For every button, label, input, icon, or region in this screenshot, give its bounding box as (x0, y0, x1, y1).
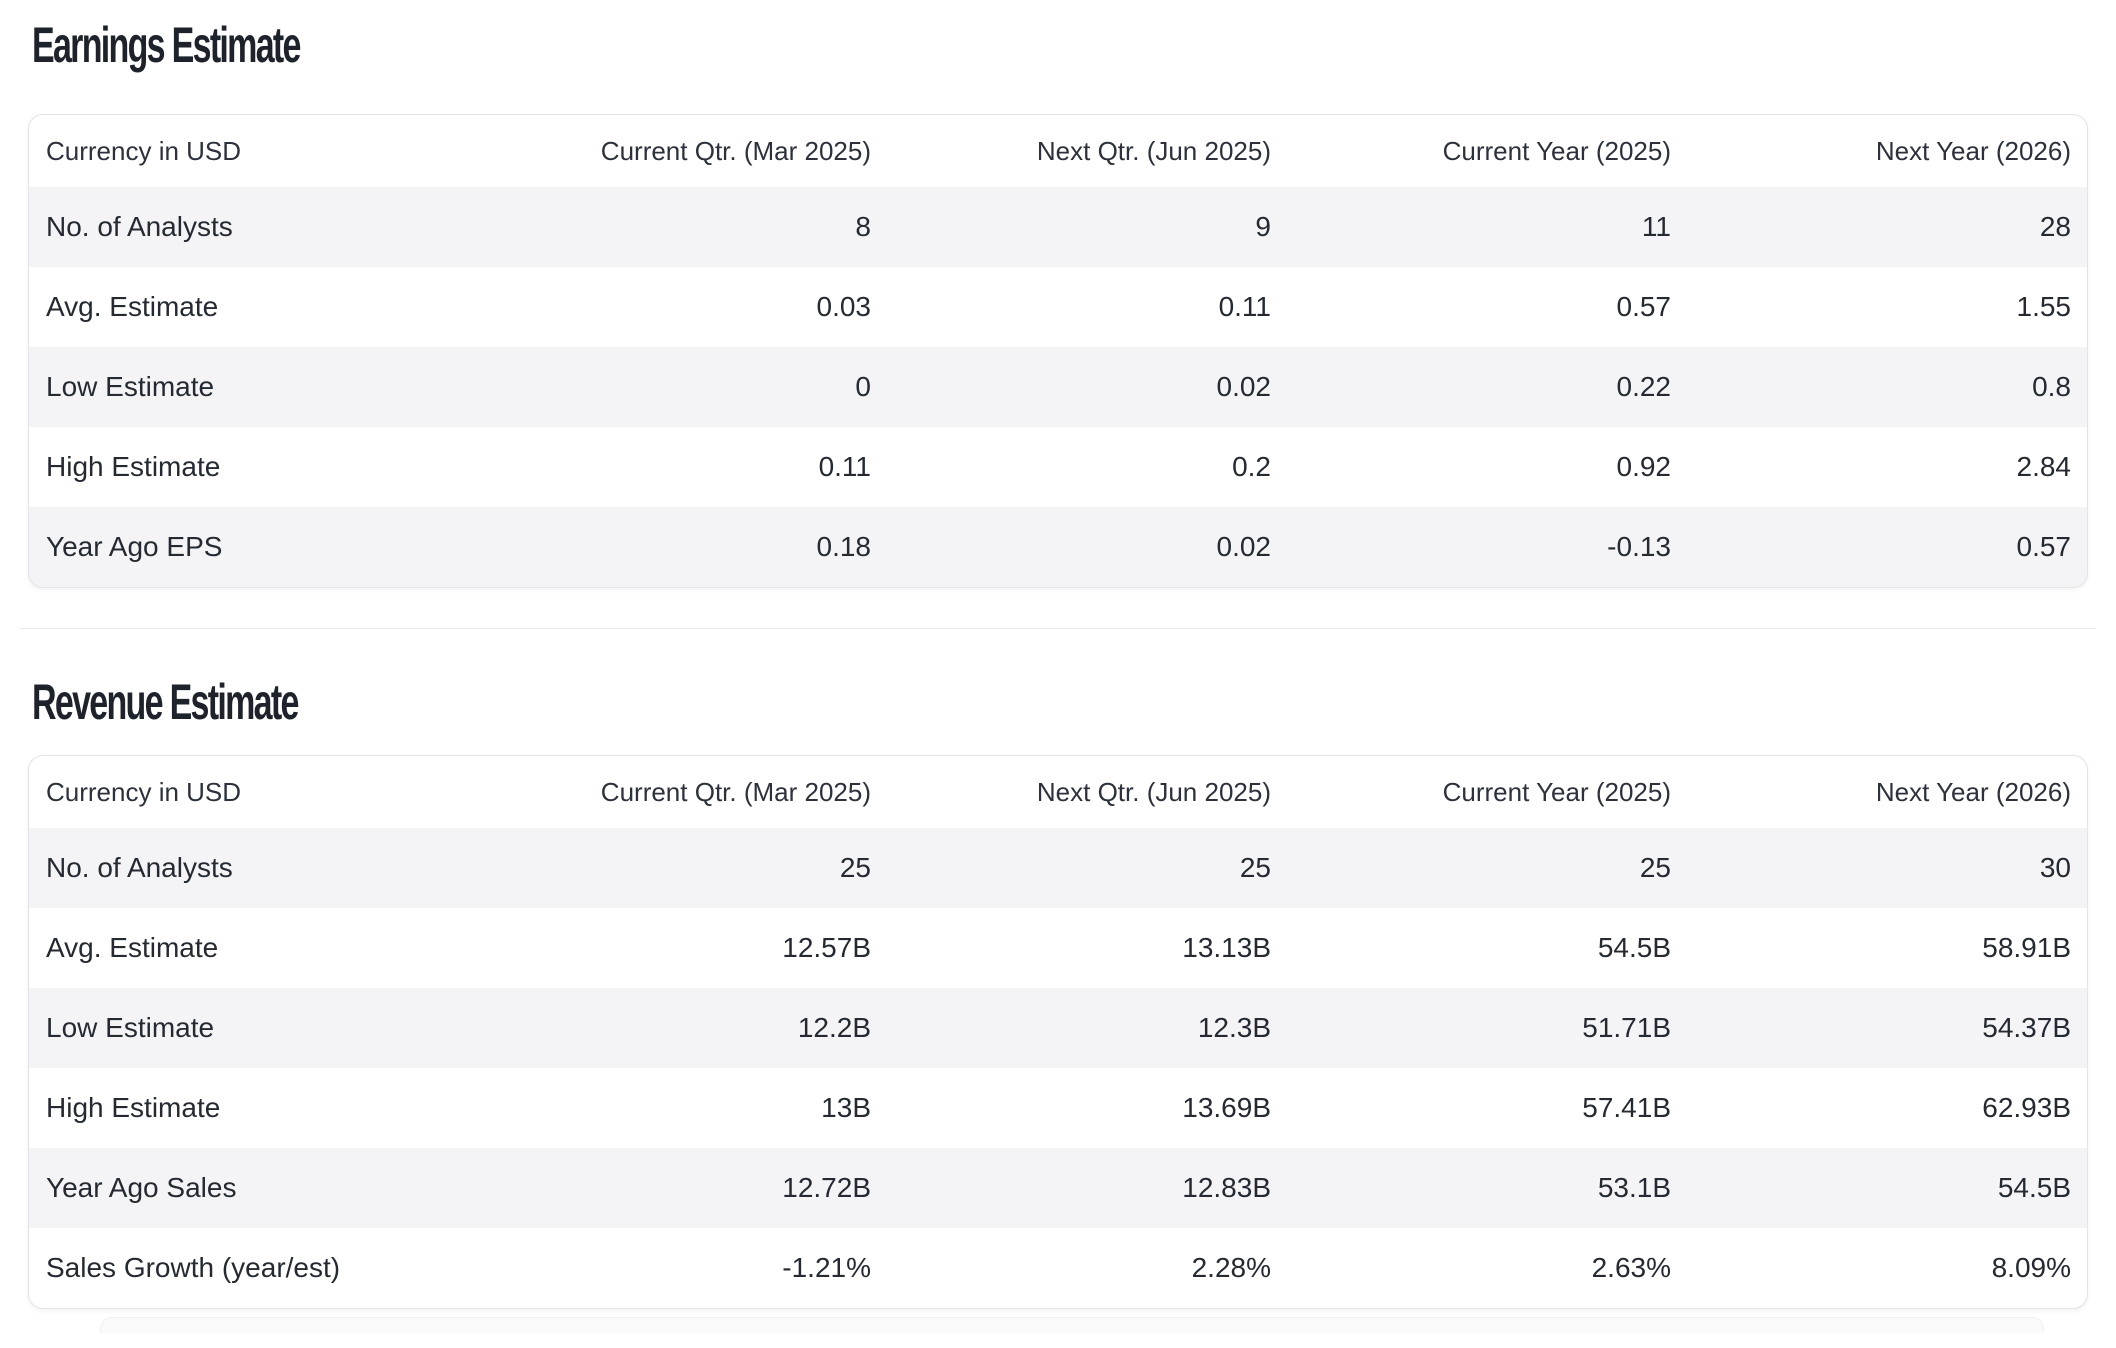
earnings-estimate-title: Earnings Estimate (32, 17, 301, 73)
table-header-row: Currency in USD Current Qtr. (Mar 2025) … (29, 115, 2087, 187)
cell-value: 13.69B (1182, 1092, 1271, 1123)
cell-value: 1.55 (2016, 291, 2072, 322)
earnings-estimate-section: Earnings Estimate Currency in USD Curren… (28, 16, 2088, 588)
column-header-current-year: Current Year (2025) (1442, 776, 1671, 807)
cell-value: 0.18 (816, 531, 872, 562)
cell-value: 11 (1641, 211, 1671, 242)
column-header-current-qtr: Current Qtr. (Mar 2025) (600, 135, 871, 166)
cell-value: 8 (855, 211, 871, 242)
cell-value: 53.1B (1597, 1172, 1671, 1203)
cell-value: 12.2B (797, 1012, 871, 1043)
analysis-page: Earnings Estimate Currency in USD Curren… (0, 16, 2116, 1333)
cell-value: 28 (2039, 211, 2071, 242)
cell-value: 0.8 (2032, 371, 2071, 402)
cell-value: 0.11 (1218, 291, 1271, 322)
earnings-estimate-table: Currency in USD Current Qtr. (Mar 2025) … (29, 115, 2087, 587)
cell-value: 0.11 (818, 451, 871, 482)
row-label: Year Ago Sales (46, 1172, 237, 1203)
cell-value: 12.3B (1197, 1012, 1271, 1043)
section-divider (20, 628, 2096, 629)
table-row: No. of Analysts 25 25 25 30 (29, 828, 2087, 908)
column-header-next-year: Next Year (2026) (1875, 776, 2071, 807)
row-label: Low Estimate (46, 371, 215, 402)
cell-value: 25 (1639, 852, 1671, 883)
revenue-estimate-table: Currency in USD Current Qtr. (Mar 2025) … (29, 756, 2087, 1308)
cell-value: 13B (821, 1092, 871, 1123)
table-row: Avg. Estimate 12.57B 13.13B 54.5B 58.91B (29, 908, 2087, 988)
table-row: High Estimate 0.11 0.2 0.92 2.84 (29, 427, 2087, 507)
cell-value: 0.92 (1616, 451, 1672, 482)
column-header-currency: Currency in USD (46, 776, 242, 807)
cell-value: 12.57B (782, 932, 871, 963)
table-row: Year Ago EPS 0.18 0.02 -0.13 0.57 (29, 507, 2087, 587)
table-row: Low Estimate 12.2B 12.3B 51.71B 54.37B (29, 988, 2087, 1068)
cell-value: -1.21% (782, 1252, 871, 1283)
cell-value: 0.02 (1216, 371, 1272, 402)
cell-value: 0.2 (1232, 451, 1271, 482)
row-label: Sales Growth (year/est) (46, 1252, 341, 1283)
cell-value: 2.28% (1191, 1252, 1271, 1283)
table-row: High Estimate 13B 13.69B 57.41B 62.93B (29, 1068, 2087, 1148)
table-row: Low Estimate 0 0.02 0.22 0.8 (29, 347, 2087, 427)
cell-value: 57.41B (1582, 1092, 1671, 1123)
column-header-next-qtr: Next Qtr. (Jun 2025) (1036, 135, 1271, 166)
cell-value: 54.37B (1982, 1012, 2071, 1043)
cell-value: 30 (2039, 852, 2071, 883)
cell-value: 0.22 (1616, 371, 1672, 402)
revenue-estimate-section: Revenue Estimate Currency in USD Current… (28, 673, 2088, 1309)
cell-value: 8.09% (1991, 1252, 2071, 1283)
revenue-estimate-card: Currency in USD Current Qtr. (Mar 2025) … (28, 755, 2088, 1309)
row-label: No. of Analysts (46, 211, 233, 242)
row-label: Avg. Estimate (46, 291, 219, 322)
row-label: No. of Analysts (46, 852, 233, 883)
cell-value: 0 (855, 371, 871, 402)
table-row: Sales Growth (year/est) -1.21% 2.28% 2.6… (29, 1228, 2087, 1308)
cell-value: 2.84 (2016, 451, 2072, 482)
cell-value: 51.71B (1582, 1012, 1671, 1043)
cell-value: 12.72B (782, 1172, 871, 1203)
column-header-next-qtr: Next Qtr. (Jun 2025) (1036, 776, 1271, 807)
cell-value: 25 (839, 852, 871, 883)
table-header-row: Currency in USD Current Qtr. (Mar 2025) … (29, 756, 2087, 828)
cell-value: 0.57 (2016, 531, 2072, 562)
table-row: No. of Analysts 8 9 11 28 (29, 187, 2087, 267)
cell-value: 25 (1239, 852, 1271, 883)
cell-value: 58.91B (1982, 932, 2071, 963)
cell-value: 0.03 (816, 291, 872, 322)
row-label: Low Estimate (46, 1012, 215, 1043)
column-header-currency: Currency in USD (46, 135, 242, 166)
earnings-estimate-card: Currency in USD Current Qtr. (Mar 2025) … (28, 114, 2088, 588)
cell-value: 13.13B (1182, 932, 1271, 963)
cell-value: 2.63% (1591, 1252, 1671, 1283)
cell-value: 54.5B (1997, 1172, 2071, 1203)
table-row: Avg. Estimate 0.03 0.11 0.57 1.55 (29, 267, 2087, 347)
cell-value: 0.57 (1616, 291, 1672, 322)
next-section-card-edge (100, 1317, 2044, 1333)
cell-value: 9 (1255, 211, 1271, 242)
cell-value: 12.83B (1182, 1172, 1271, 1203)
row-label: Avg. Estimate (46, 932, 219, 963)
revenue-estimate-title: Revenue Estimate (32, 674, 299, 730)
table-row: Year Ago Sales 12.72B 12.83B 53.1B 54.5B (29, 1148, 2087, 1228)
row-label: High Estimate (46, 451, 221, 482)
cell-value: 62.93B (1982, 1092, 2071, 1123)
row-label: Year Ago EPS (46, 531, 223, 562)
cell-value: 0.02 (1216, 531, 1272, 562)
column-header-current-year: Current Year (2025) (1442, 135, 1671, 166)
cell-value: -0.13 (1607, 531, 1671, 562)
row-label: High Estimate (46, 1092, 221, 1123)
cell-value: 54.5B (1597, 932, 1671, 963)
column-header-current-qtr: Current Qtr. (Mar 2025) (600, 776, 871, 807)
column-header-next-year: Next Year (2026) (1875, 135, 2071, 166)
